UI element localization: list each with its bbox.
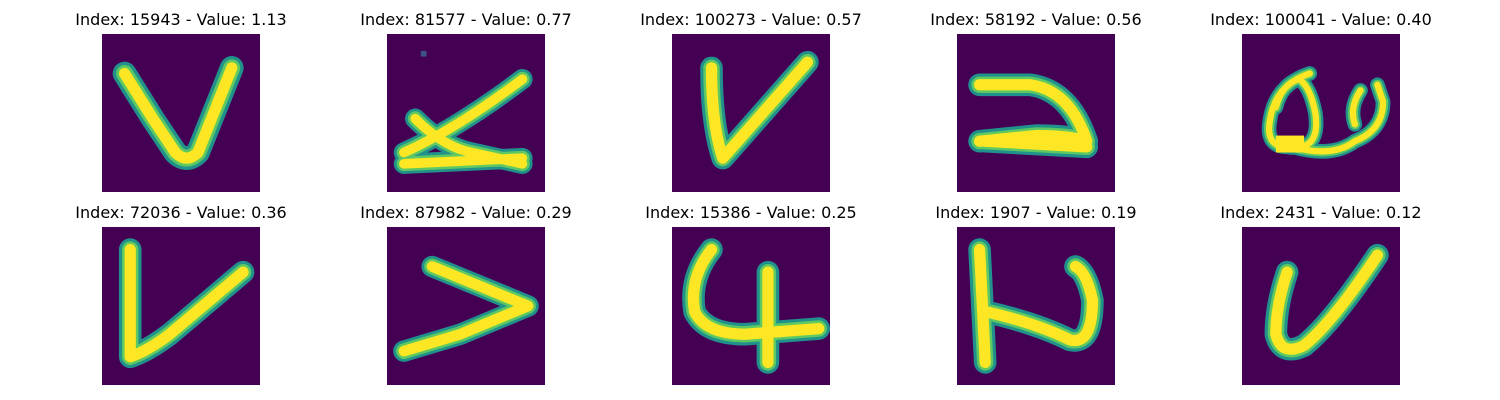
digit-stroke — [1261, 66, 1391, 159]
panel-title: Index: 58192 - Value: 0.56 — [930, 10, 1142, 29]
digit-image — [672, 34, 830, 192]
digit-image — [957, 34, 1115, 192]
digit-image — [672, 227, 830, 385]
digit-stroke — [1264, 243, 1389, 361]
panel-2: Index: 81577 - Value: 0.77 — [346, 10, 586, 192]
panel-title: Index: 87982 - Value: 0.29 — [360, 203, 572, 222]
digit-stroke — [968, 238, 1104, 374]
panel-5: Index: 100041 - Value: 0.40 — [1201, 10, 1441, 192]
panel-title: Index: 1907 - Value: 0.19 — [935, 203, 1137, 222]
digit-stroke — [393, 255, 539, 362]
digit-stroke — [968, 73, 1099, 159]
digit-image — [102, 34, 260, 192]
digit-image — [957, 227, 1115, 385]
panel-9: Index: 1907 - Value: 0.19 — [916, 203, 1156, 385]
panel-title: Index: 100041 - Value: 0.40 — [1210, 10, 1432, 29]
panel-7: Index: 87982 - Value: 0.29 — [346, 203, 586, 385]
panel-4: Index: 58192 - Value: 0.56 — [916, 10, 1156, 192]
digit-image — [387, 34, 545, 192]
digit-image — [387, 227, 545, 385]
panel-title: Index: 15386 - Value: 0.25 — [645, 203, 857, 222]
panel-1: Index: 15943 - Value: 1.13 — [61, 10, 301, 192]
panel-title: Index: 81577 - Value: 0.77 — [360, 10, 572, 29]
digit-stroke — [112, 56, 244, 170]
panel-6: Index: 72036 - Value: 0.36 — [61, 203, 301, 385]
panel-10: Index: 2431 - Value: 0.12 — [1201, 203, 1441, 385]
digit-image — [1242, 34, 1400, 192]
digit-stroke — [682, 238, 830, 374]
digit-stroke — [118, 238, 255, 369]
panel-title: Index: 15943 - Value: 1.13 — [75, 10, 287, 29]
panel-title: Index: 72036 - Value: 0.36 — [75, 203, 287, 222]
digit-stroke — [700, 50, 819, 170]
digit-image — [1242, 227, 1400, 385]
panel-title: Index: 100273 - Value: 0.57 — [640, 10, 862, 29]
panel-title: Index: 2431 - Value: 0.12 — [1220, 203, 1422, 222]
panel-8: Index: 15386 - Value: 0.25 — [631, 203, 871, 385]
panel-3: Index: 100273 - Value: 0.57 — [631, 10, 871, 192]
digit-image — [102, 227, 260, 385]
digit-stroke — [393, 50, 533, 174]
